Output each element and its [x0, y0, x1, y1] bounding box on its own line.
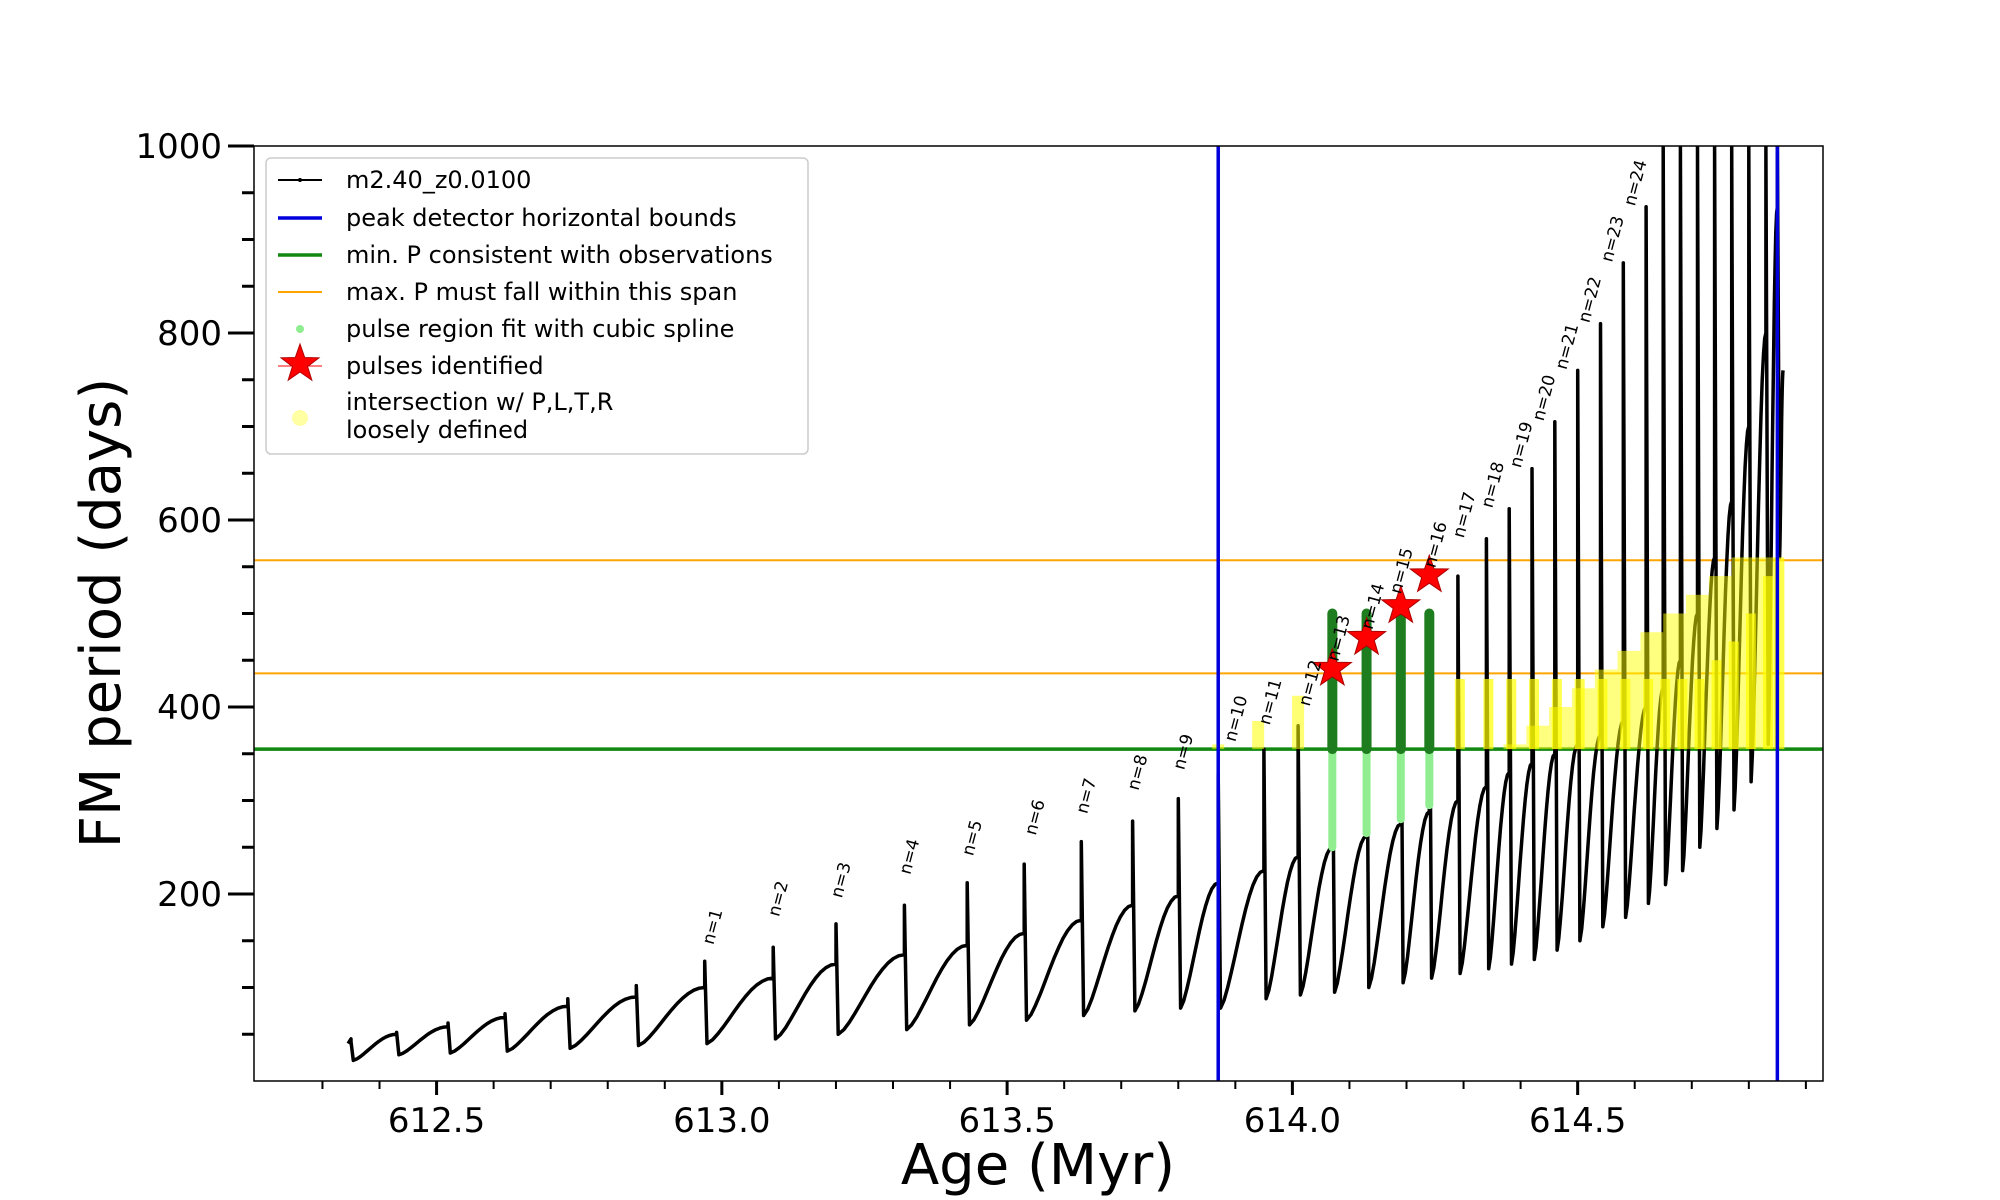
legend: m2.40_z0.0100 peak detector horizontal b… [265, 157, 809, 455]
intersection-fill-mark [1708, 576, 1732, 750]
legend-box [265, 157, 809, 455]
intersection-fill-mark [1549, 707, 1572, 750]
intersection-region-mark [1529, 678, 1540, 750]
intersection-region-mark [1774, 557, 1785, 750]
legend-label-min-period: min. P consistent with observations [346, 241, 773, 269]
x-tick-label: 613.5 [958, 1101, 1055, 1141]
legend-entry-track: m2.40_z0.0100 [278, 166, 531, 194]
legend-entry-min-period: min. P consistent with observations [278, 241, 773, 269]
intersection-fill-mark [1754, 557, 1778, 750]
x-tick-label: 612.5 [388, 1101, 485, 1141]
intersection-fill-mark [1594, 669, 1618, 750]
legend-entry-max-period: max. P must fall within this span [278, 278, 737, 306]
pulse-identified-star [1311, 647, 1353, 687]
legend-label-bounds: peak detector horizontal bounds [346, 204, 737, 232]
pulse-identified-star [1380, 584, 1422, 624]
legend-marker-spline [296, 325, 304, 333]
pulse-identified-star [1346, 616, 1388, 656]
intersection-region-mark [1506, 678, 1517, 750]
intersection-region-mark [1292, 695, 1305, 750]
intersection-fill-mark [1526, 725, 1550, 750]
y-tick-label: 400 [157, 688, 222, 728]
legend-label-intersection-line2: loosely defined [346, 416, 528, 444]
x-tick-label: 614.0 [1244, 1101, 1341, 1141]
legend-label-track: m2.40_z0.0100 [346, 166, 531, 194]
y-tick-label: 800 [157, 314, 222, 354]
legend-marker-track [298, 178, 302, 182]
legend-entry-intersection: intersection w/ P,L,T,R loosely defined [292, 388, 613, 444]
y-axis-title: FM period (days) [69, 378, 134, 848]
y-tick-label: 1000 [135, 127, 222, 167]
pulse-identified-star [1408, 553, 1450, 593]
legend-marker-intersection [292, 410, 308, 426]
intersection-fill-mark [1503, 744, 1527, 750]
intersection-fill-mark [1686, 594, 1709, 750]
legend-entry-pulses: pulses identified [278, 342, 544, 382]
intersection-region-mark [1483, 678, 1494, 750]
x-axis-title: Age (Myr) [901, 1133, 1175, 1198]
intersection-region-mark [1252, 721, 1265, 750]
legend-star-icon [279, 342, 321, 382]
x-tick-label: 613.0 [673, 1101, 770, 1141]
intersection-fill-mark [1731, 557, 1755, 750]
x-tick-label: 614.5 [1529, 1101, 1626, 1141]
legend-label-max-period: max. P must fall within this span [346, 278, 737, 306]
intersection-region-mark [1454, 678, 1465, 750]
y-tick-label: 200 [157, 875, 222, 915]
legend-label-spline: pulse region fit with cubic spline [346, 315, 734, 343]
legend-entry-bounds: peak detector horizontal bounds [278, 204, 737, 232]
intersection-fill-mark [1571, 688, 1595, 750]
intersection-fill-mark [1640, 632, 1664, 750]
intersection-fill-mark [1663, 613, 1687, 750]
legend-entry-spline: pulse region fit with cubic spline [296, 315, 734, 343]
y-tick-label: 600 [157, 501, 222, 541]
intersection-fill-mark [1617, 650, 1641, 750]
legend-label-intersection: intersection w/ P,L,T,R [346, 388, 613, 416]
legend-label-pulses: pulses identified [346, 352, 544, 380]
